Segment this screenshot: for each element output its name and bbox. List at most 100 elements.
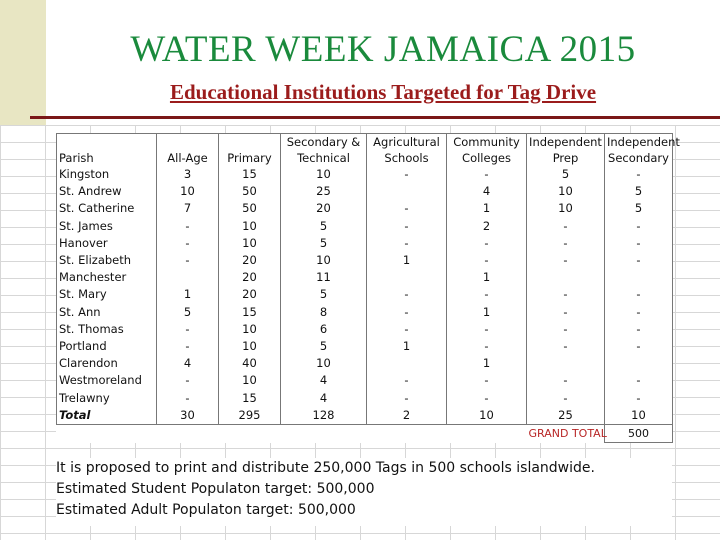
grand-total-row: GRAND TOTAL 500 xyxy=(57,424,673,442)
table-cell: 10 xyxy=(219,338,281,355)
table-cell: - xyxy=(605,218,673,235)
table-cell: - xyxy=(447,389,527,406)
column-header: Independent xyxy=(605,134,673,151)
parish-name: St. Andrew xyxy=(57,183,157,200)
parish-name: St. Catherine xyxy=(57,200,157,217)
table-row: St. James -10 5-2- - xyxy=(57,218,673,235)
parish-name: St. Elizabeth xyxy=(57,252,157,269)
slide-title: WATER WEEK JAMAICA 2015 xyxy=(46,28,720,71)
parish-name: Clarendon xyxy=(57,355,157,372)
table-cell xyxy=(527,269,605,286)
total-cell: 10 xyxy=(447,407,527,425)
table-cell: 4 xyxy=(281,389,367,406)
table-row: Kingston 3 15 10- -5- xyxy=(57,166,673,183)
table-row: Portland -10 5 1- - - xyxy=(57,338,673,355)
note-tags-distribution: It is proposed to print and distribute 2… xyxy=(56,458,672,479)
table-cell: 20 xyxy=(219,269,281,286)
table-cell: - xyxy=(527,252,605,269)
grand-total-value: 500 xyxy=(605,424,673,442)
table-cell: - xyxy=(447,235,527,252)
parish-name: Portland xyxy=(57,338,157,355)
table-cell: 10 xyxy=(527,200,605,217)
table-cell: - xyxy=(447,252,527,269)
table-cell: - xyxy=(605,235,673,252)
total-cell: 10 xyxy=(605,407,673,425)
table-cell: 20 xyxy=(219,252,281,269)
table-cell: - xyxy=(527,304,605,321)
column-header: Secondary & xyxy=(281,134,367,151)
table-cell: 15 xyxy=(219,166,281,183)
table-cell: 4 xyxy=(157,355,219,372)
total-cell: 30 xyxy=(157,407,219,425)
table-cell xyxy=(527,355,605,372)
table-cell: - xyxy=(605,321,673,338)
empty-cell xyxy=(57,424,157,442)
table-cell: 1 xyxy=(367,338,447,355)
table-cell: 5 xyxy=(281,235,367,252)
table-cell: - xyxy=(605,286,673,303)
table-cell: - xyxy=(527,389,605,406)
table-cell: - xyxy=(447,166,527,183)
table-row: Manchester 20 11 1 xyxy=(57,269,673,286)
total-cell: 295 xyxy=(219,407,281,425)
table-cell: - xyxy=(447,338,527,355)
column-header: Primary xyxy=(219,150,281,166)
parish-name: Manchester xyxy=(57,269,157,286)
table-row: St. Elizabeth -20 10 1- - - xyxy=(57,252,673,269)
table-cell: 5 xyxy=(527,166,605,183)
table-cell: - xyxy=(367,218,447,235)
table-cell: 4 xyxy=(447,183,527,200)
table-row: Westmoreland -10 4- - - - xyxy=(57,372,673,389)
table-cell: 10 xyxy=(219,218,281,235)
table-cell: 10 xyxy=(219,235,281,252)
table-cell: - xyxy=(157,338,219,355)
table-cell: 4 xyxy=(281,372,367,389)
table-cell: - xyxy=(605,252,673,269)
table-cell: 6 xyxy=(281,321,367,338)
table-cell xyxy=(157,269,219,286)
column-header xyxy=(57,134,157,151)
table-row: Hanover -10 5- - - - xyxy=(57,235,673,252)
table-cell: - xyxy=(527,286,605,303)
table-cell: 15 xyxy=(219,304,281,321)
table-cell: 20 xyxy=(281,200,367,217)
notes-section: It is proposed to print and distribute 2… xyxy=(56,458,672,526)
table-row: Clarendon 4 40 10 1 xyxy=(57,355,673,372)
table-row: St. Ann 5 15 8-1- - xyxy=(57,304,673,321)
total-cell: 25 xyxy=(527,407,605,425)
table-cell: - xyxy=(367,286,447,303)
table-cell: - xyxy=(605,389,673,406)
table-cell: - xyxy=(527,338,605,355)
table-cell: 1 xyxy=(447,269,527,286)
table-cell: - xyxy=(157,252,219,269)
table-cell: - xyxy=(367,200,447,217)
table-cell: - xyxy=(447,286,527,303)
table-cell: 5 xyxy=(281,286,367,303)
table-cell: 10 xyxy=(527,183,605,200)
table-cell: - xyxy=(447,321,527,338)
table-cell: - xyxy=(447,372,527,389)
table-cell: - xyxy=(157,235,219,252)
table-cell: 10 xyxy=(219,321,281,338)
table-cell: 5 xyxy=(157,304,219,321)
column-header xyxy=(157,134,219,151)
table-cell: 10 xyxy=(281,166,367,183)
table-cell xyxy=(605,269,673,286)
column-header: Agricultural xyxy=(367,134,447,151)
table-cell: - xyxy=(605,166,673,183)
table-cell: 10 xyxy=(219,372,281,389)
column-header xyxy=(219,134,281,151)
table-cell: - xyxy=(157,321,219,338)
table-cell: - xyxy=(527,321,605,338)
grand-total-label: GRAND TOTAL xyxy=(527,424,605,442)
table-cell: - xyxy=(367,166,447,183)
title-divider xyxy=(30,116,720,119)
table-row: St. Andrew 10 50 25 4 10 5 xyxy=(57,183,673,200)
table-cell: 11 xyxy=(281,269,367,286)
empty-cell xyxy=(157,424,219,442)
parish-name: Westmoreland xyxy=(57,372,157,389)
total-cell: 2 xyxy=(367,407,447,425)
table-cell: 15 xyxy=(219,389,281,406)
total-cell: 128 xyxy=(281,407,367,425)
header-row: Parish All-Age Primary Technical Schools Coll… xyxy=(57,150,673,166)
